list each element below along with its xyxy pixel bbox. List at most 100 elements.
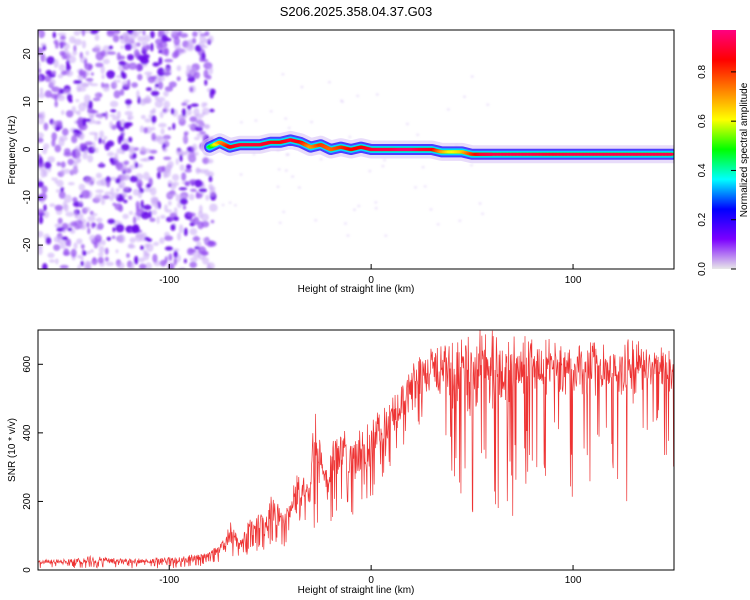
noise-blob [170, 224, 176, 231]
noise-blob [144, 71, 153, 76]
noise-blob [89, 234, 97, 242]
noise-blob [179, 48, 187, 54]
noise-blob [83, 94, 91, 103]
noise-blob [95, 62, 104, 68]
noise-blob [179, 198, 188, 205]
noise-blob [57, 94, 63, 99]
noise-blob [167, 193, 175, 198]
noise-blob [128, 243, 134, 249]
noise-blob [148, 156, 155, 160]
noise-blob [108, 45, 114, 50]
noise-blob [194, 44, 202, 52]
noise-blob [113, 90, 121, 99]
noise-blob [136, 205, 140, 212]
noise-blob [122, 138, 130, 144]
y-tick-label: 0 [22, 567, 33, 573]
noise-blob [187, 151, 196, 161]
noise-blob [470, 164, 473, 167]
noise-blob [112, 116, 120, 121]
noise-blob [164, 86, 173, 92]
noise-blob [291, 175, 295, 178]
noise-blob [95, 92, 99, 100]
noise-blob [192, 251, 201, 259]
noise-blob [195, 168, 202, 173]
noise-blob [38, 60, 41, 69]
noise-blob [163, 156, 172, 161]
noise-blob [106, 30, 115, 37]
noise-blob [154, 94, 159, 101]
noise-blob [281, 73, 285, 76]
noise-blob [157, 67, 165, 77]
noise-blob [140, 57, 150, 65]
noise-blob [104, 191, 113, 196]
noise-blob [164, 235, 174, 241]
noise-blob [56, 161, 61, 167]
noise-blob [51, 86, 60, 93]
snr-y-ticks: 0 200 400 600 [22, 356, 43, 573]
noise-blob [77, 73, 85, 81]
noise-blob [142, 30, 146, 36]
noise-blob [163, 100, 170, 109]
noise-blob [134, 162, 139, 169]
noise-blob [59, 264, 69, 269]
noise-blob [131, 41, 138, 50]
noise-blob [38, 181, 44, 188]
noise-blob [149, 109, 155, 115]
noise-blob [38, 247, 43, 256]
noise-blob [78, 70, 83, 76]
colorbar-tick-label: 0.6 [697, 114, 708, 128]
noise-blob [159, 237, 165, 244]
noise-blob [87, 227, 91, 235]
noise-blob [165, 164, 173, 170]
noise-blob [319, 158, 323, 161]
noise-blob [72, 50, 78, 56]
heatmap-noise-region [38, 30, 490, 269]
noise-blob [207, 158, 214, 164]
noise-blob [277, 168, 281, 171]
noise-blob [187, 212, 196, 217]
noise-blob [160, 214, 166, 219]
noise-blob [76, 133, 85, 139]
noise-blob [140, 212, 150, 220]
noise-blob [76, 110, 81, 116]
noise-blob [145, 262, 152, 269]
noise-blob [63, 194, 72, 203]
noise-blob [41, 185, 48, 194]
colorbar: 0.0 0.2 0.4 0.6 0.8 Normalized spectral ampl… [697, 30, 750, 276]
snr-x-label: Height of straight line (km) [298, 585, 415, 596]
noise-blob [161, 165, 166, 172]
noise-blob [62, 228, 66, 234]
noise-blob [118, 60, 126, 66]
noise-blob [194, 179, 203, 188]
noise-blob [62, 251, 71, 256]
noise-blob [46, 56, 55, 65]
noise-blob [178, 224, 184, 234]
noise-blob [97, 222, 104, 230]
noise-blob [99, 162, 104, 166]
noise-blob [51, 120, 58, 130]
noise-blob [314, 219, 318, 222]
noise-blob [154, 83, 159, 88]
noise-blob [143, 251, 150, 261]
noise-blob [60, 161, 66, 168]
noise-blob [112, 34, 120, 43]
noise-blob [486, 103, 490, 106]
noise-blob [90, 83, 99, 87]
noise-blob [173, 248, 180, 252]
y-tick-label: 600 [22, 356, 33, 373]
noise-blob [159, 30, 165, 37]
noise-blob [163, 67, 172, 75]
noise-blob [114, 152, 119, 158]
y-tick-label: 20 [22, 48, 33, 60]
noise-blob [87, 215, 96, 222]
noise-blob [113, 30, 121, 35]
noise-blob [105, 261, 115, 266]
noise-blob [89, 30, 99, 35]
noise-blob [88, 131, 98, 136]
noise-blob [52, 31, 57, 39]
noise-blob [184, 168, 192, 173]
noise-blob [157, 81, 164, 90]
noise-blob [38, 111, 43, 119]
colorbar-gradient [712, 30, 736, 269]
